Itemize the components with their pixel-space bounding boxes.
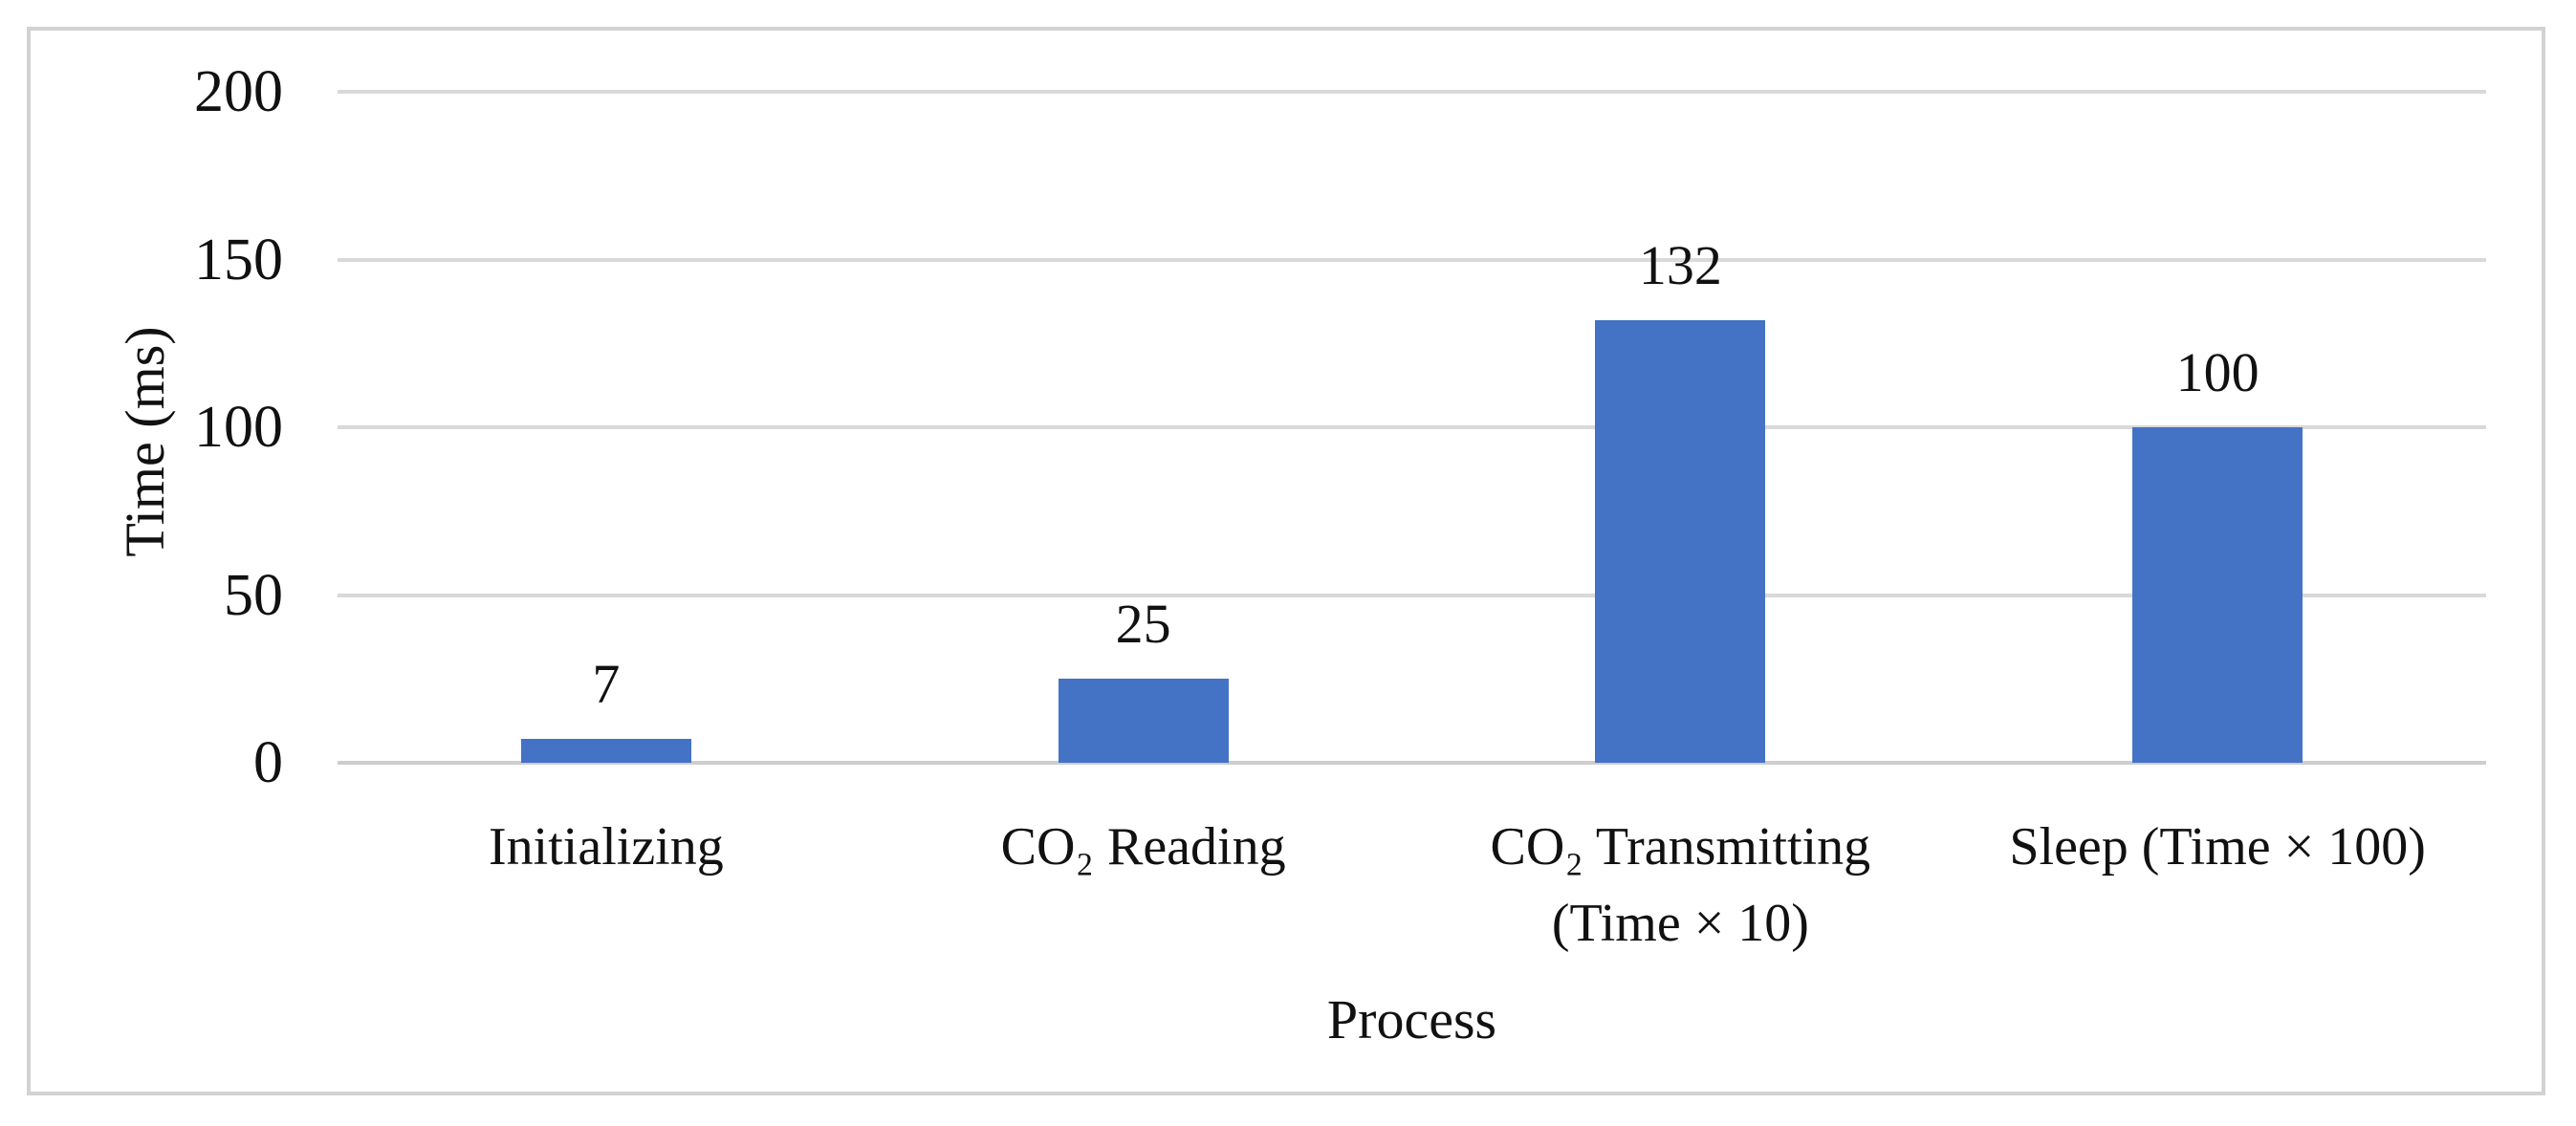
gridline-200 (338, 90, 2486, 94)
y-tick-label-0: 0 (253, 730, 283, 795)
category-label-co-reading: CO₂ Reading (1000, 817, 1286, 877)
category-label-co-transmitting-time-10: CO₂ Transmitting (Time × 10) (1490, 817, 1871, 953)
gridline-100 (338, 425, 2486, 429)
y-tick-label-50: 50 (224, 562, 283, 628)
bar-co-transmitting-time-10 (1595, 319, 1766, 763)
y-tick-label-150: 150 (194, 227, 283, 292)
category-label-initializing: Initializing (489, 817, 724, 877)
bar-initializing (520, 739, 691, 763)
bar-co-reading (1058, 679, 1229, 763)
gridline-50 (338, 593, 2486, 597)
value-label-sleep-time-100: 100 (2175, 341, 2259, 403)
value-label-co-reading: 25 (1115, 593, 1171, 656)
category-label-sleep-time-100: Sleep (Time × 100) (2009, 817, 2426, 877)
y-tick-label-100: 100 (194, 395, 283, 460)
x-axis-title: Process (1326, 988, 1497, 1050)
chart-border (27, 27, 2545, 1095)
value-label-initializing: 7 (592, 653, 621, 716)
y-tick-label-200: 200 (194, 59, 283, 124)
gridline-0 (338, 761, 2486, 765)
value-label-co-transmitting-time-10: 132 (1638, 233, 1722, 296)
bar-sleep-time-100 (2132, 427, 2303, 763)
gridline-150 (338, 257, 2486, 262)
plot-area: 7 25 132 100 (338, 90, 2486, 765)
